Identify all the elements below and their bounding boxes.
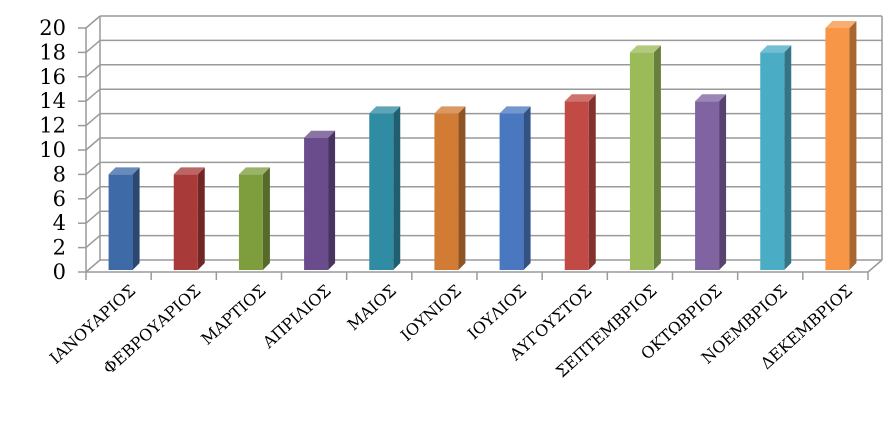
bar-ΔΕΚΕΜΒΡΙΟΣ	[825, 21, 857, 270]
bar-ΜΑΡΤΙΟΣ	[238, 167, 270, 270]
y-tick-label: 14	[39, 89, 66, 113]
side-wall-gridline	[85, 137, 101, 151]
bar-ΙΟΥΛΙΟΣ	[499, 106, 531, 271]
gridlines	[85, 15, 882, 273]
y-tick-label: 2	[53, 236, 66, 260]
bar-ΝΟΕΜΒΡΙΟΣ	[760, 45, 792, 271]
bar-side	[719, 94, 727, 270]
bar-front	[369, 113, 394, 271]
bar-ΑΥΓΟΥΣΤΟΣ	[564, 94, 596, 270]
y-tick-label: 6	[53, 187, 66, 211]
bar-top	[760, 45, 792, 53]
side-wall-gridline	[85, 210, 101, 224]
bar-top	[369, 106, 401, 114]
side-wall-gridline	[85, 64, 101, 78]
bar-top	[434, 106, 466, 114]
bar-top	[173, 167, 205, 175]
bar-front	[499, 113, 524, 271]
side-wall-gridline	[85, 39, 101, 53]
bar-side	[132, 167, 140, 270]
bar-side	[393, 106, 401, 271]
bar-side	[849, 21, 857, 270]
floor-right-edge	[867, 259, 883, 273]
bar-front	[434, 113, 459, 271]
bar-side	[197, 167, 205, 270]
y-tick-label: 12	[39, 114, 66, 138]
side-wall-gridline	[85, 259, 101, 273]
bar-side	[523, 106, 531, 271]
bar-front	[760, 52, 785, 271]
bar-ΑΠΡΙΛΙΟΣ	[304, 130, 336, 270]
x-tick-label: ΜΑΙΟΣ	[344, 281, 400, 334]
bar-side	[458, 106, 466, 271]
side-wall-gridline	[85, 15, 101, 29]
bar-top	[238, 167, 270, 175]
x-tick-label: ΙΟΥΛΙΟΣ	[464, 281, 530, 344]
bar-top	[629, 45, 661, 53]
bars	[108, 21, 857, 271]
side-wall-gridline	[85, 161, 101, 175]
bar-front	[173, 174, 198, 270]
bar-top	[499, 106, 531, 114]
y-tick-label: 20	[39, 16, 66, 40]
bar-ΙΑΝΟΥΑΡΙΟΣ	[108, 167, 140, 270]
y-tick-label: 4	[53, 211, 66, 235]
y-tick-label: 18	[39, 40, 66, 64]
bar-side	[328, 130, 336, 270]
bar-ΣΕΠΤΕΜΒΡΙΟΣ	[629, 45, 661, 271]
x-tick-label: ΙΟΥΝΙΟΣ	[397, 281, 465, 345]
bar-side	[262, 167, 270, 270]
y-tick-label: 8	[53, 162, 66, 186]
bar-side	[588, 94, 596, 270]
side-wall-gridline	[85, 88, 101, 102]
bar-top	[108, 167, 140, 175]
bar-top	[695, 94, 727, 102]
bar-front	[238, 174, 263, 270]
bar-front	[825, 28, 850, 270]
bar-side	[653, 45, 661, 271]
bar-front	[629, 52, 654, 271]
bar-ΦΕΒΡΟΥΑΡΙΟΣ	[173, 167, 205, 270]
bar-ΜΑΙΟΣ	[369, 106, 401, 271]
x-tick-label: ΑΠΡΙΛΙΟΣ	[258, 281, 335, 353]
y-tick-label: 16	[39, 65, 66, 89]
side-wall-gridline	[85, 235, 101, 249]
bar-front	[108, 174, 133, 270]
y-tick-label: 10	[39, 138, 66, 162]
bar-front	[564, 101, 589, 270]
side-wall-gridline	[85, 186, 101, 200]
axes	[78, 16, 883, 280]
bar-top	[564, 94, 596, 102]
bar-front	[695, 101, 720, 270]
bar-front	[304, 137, 329, 270]
bar-top	[304, 130, 336, 138]
side-wall-gridline	[85, 113, 101, 127]
bar-top	[825, 21, 857, 28]
y-tick-label: 0	[53, 260, 66, 284]
bar-ΟΚΤΩΒΡΙΟΣ	[695, 94, 727, 270]
bar-side	[784, 45, 792, 271]
bar-ΙΟΥΝΙΟΣ	[434, 106, 466, 271]
